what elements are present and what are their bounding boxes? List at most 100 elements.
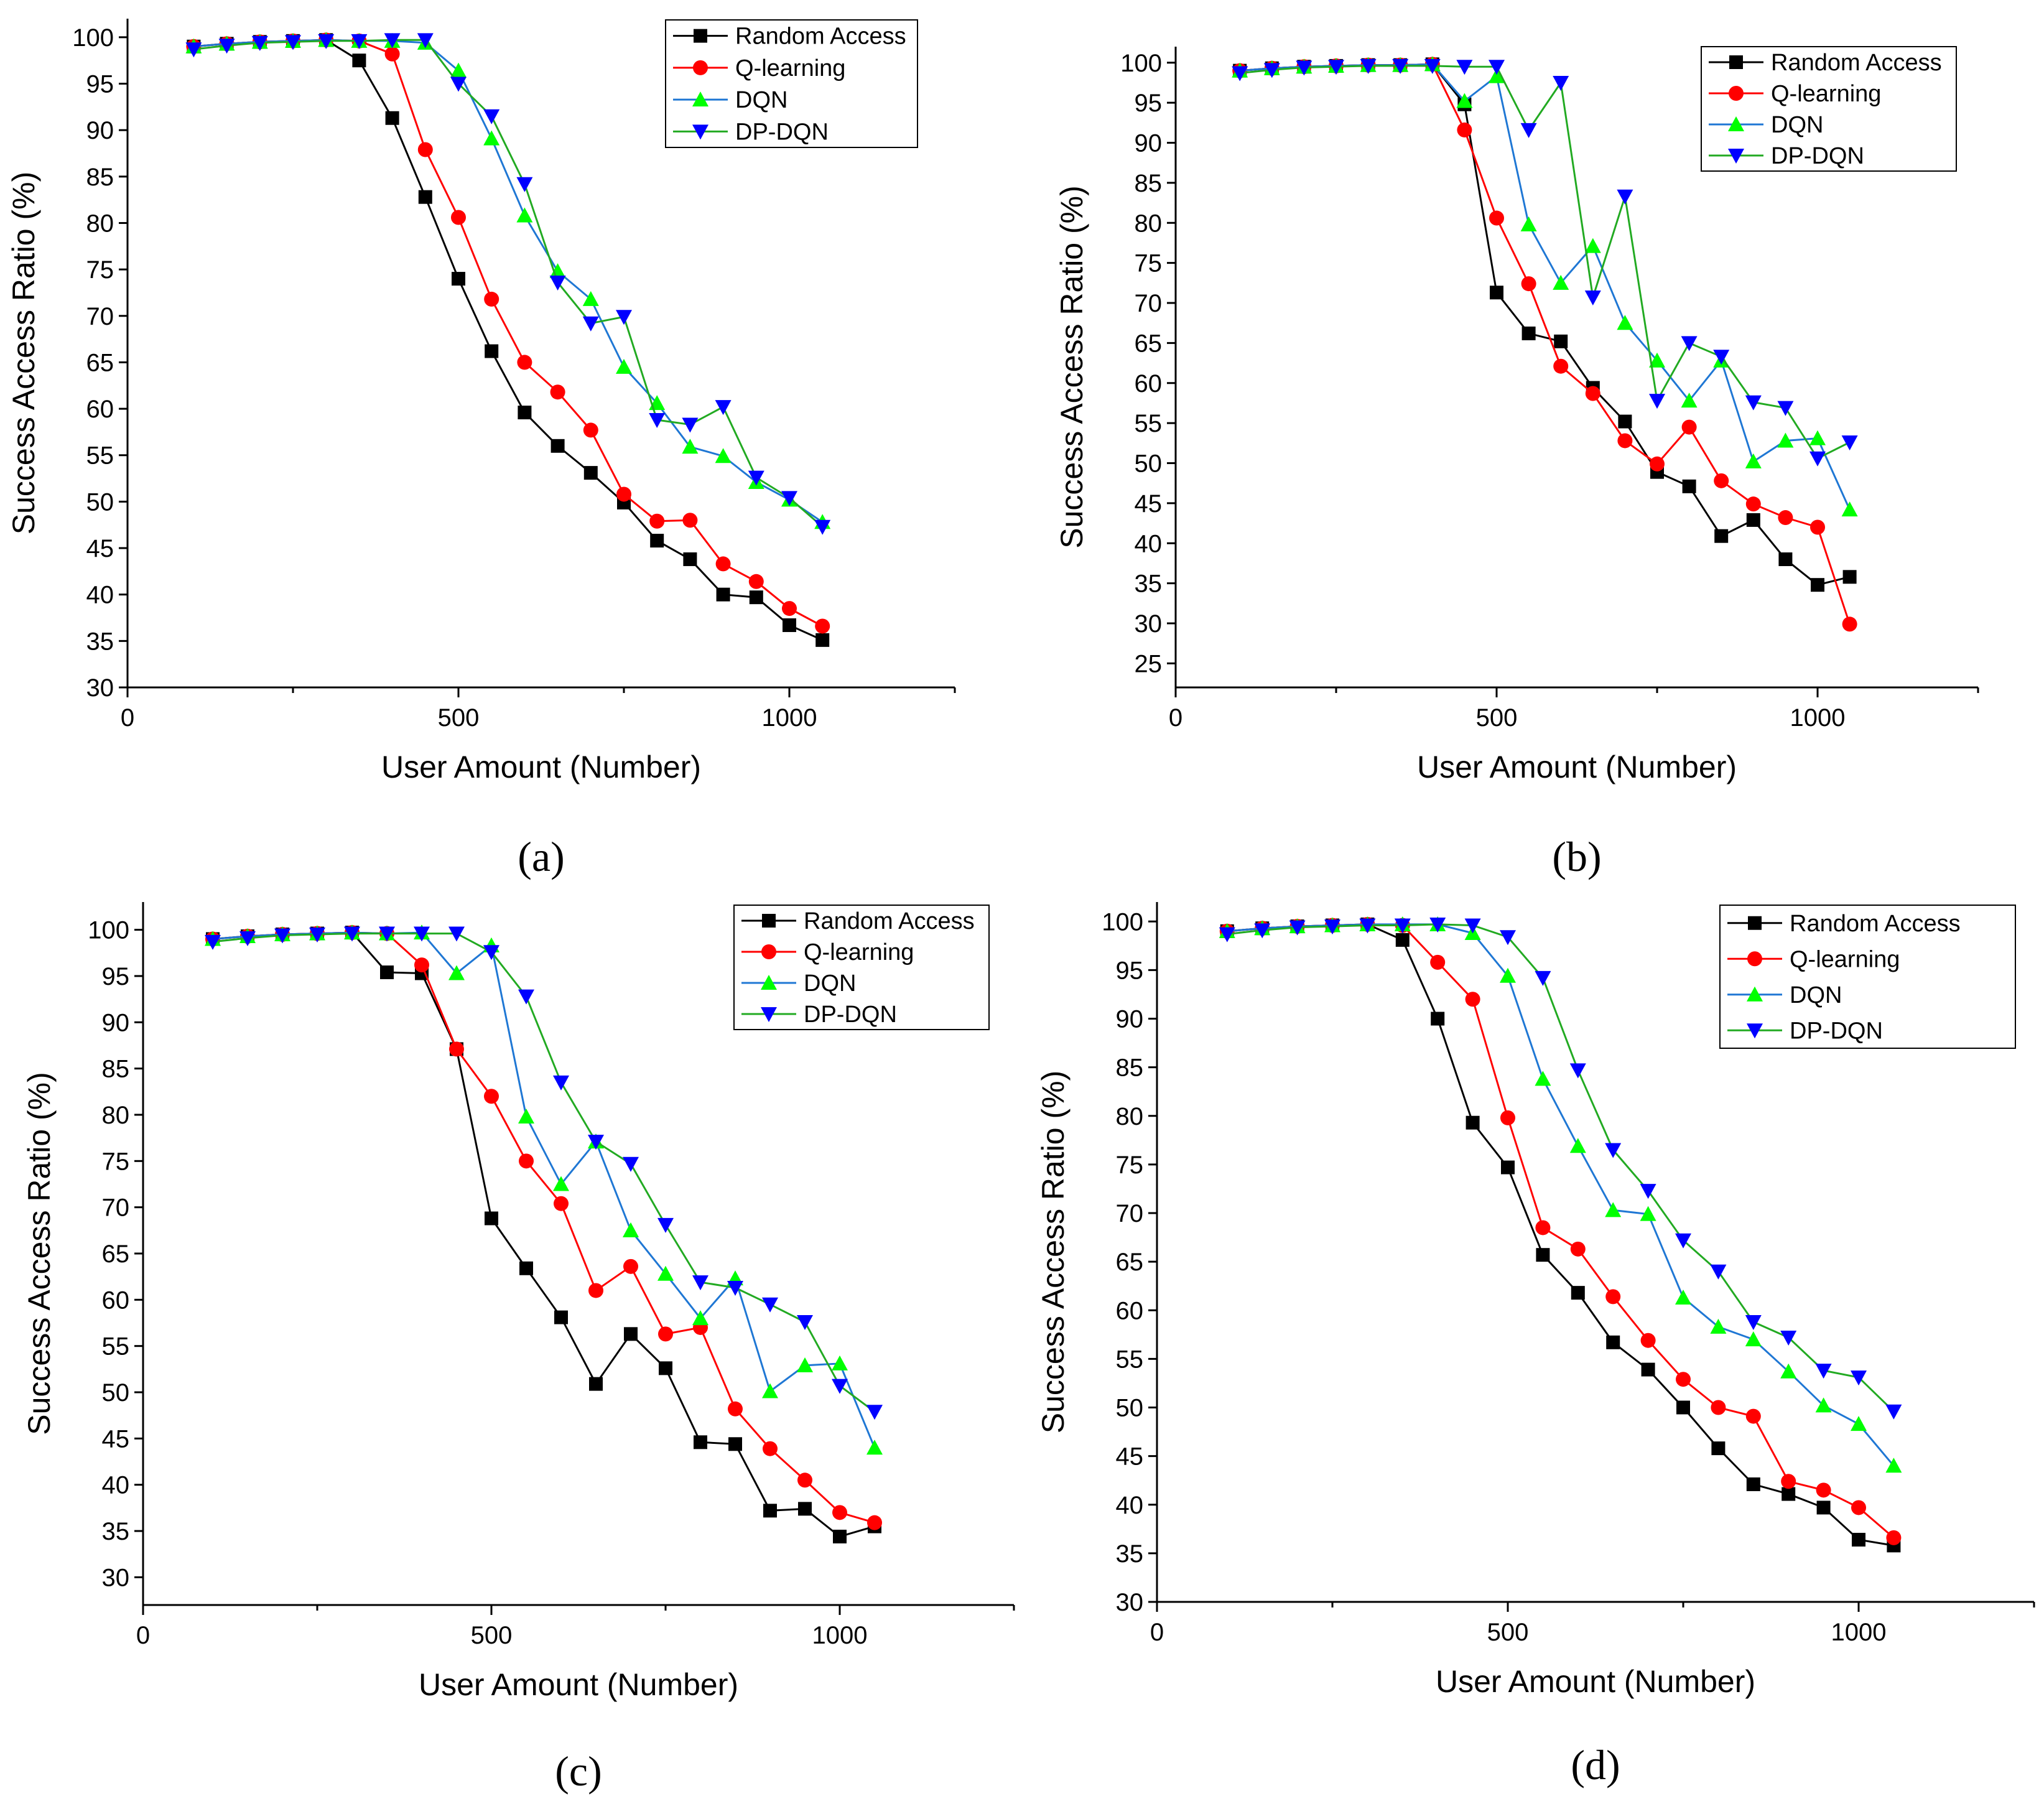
data-point	[1359, 918, 1376, 934]
y-axis-title: Success Access Ratio (%)	[6, 172, 41, 535]
y-tick-label: 75	[86, 256, 114, 284]
y-tick-label: 35	[86, 628, 114, 655]
legend-label: DQN	[1771, 112, 1823, 138]
data-point	[1466, 1115, 1480, 1130]
data-point	[815, 618, 830, 634]
data-point	[1780, 1363, 1797, 1379]
legend-swatch-marker	[761, 975, 777, 990]
data-point	[1490, 286, 1503, 300]
data-point	[1456, 60, 1473, 75]
data-point	[1489, 68, 1505, 83]
y-tick-label: 55	[1116, 1346, 1144, 1373]
data-point	[1465, 992, 1480, 1007]
data-point	[1606, 1335, 1620, 1349]
data-point	[1842, 616, 1857, 632]
x-axis-title: User Amount (Number)	[419, 1667, 738, 1702]
y-tick-label: 50	[1116, 1395, 1144, 1422]
data-point	[1675, 1233, 1691, 1249]
series-dp-dqn	[185, 33, 831, 535]
legend-label: Random Access	[735, 24, 906, 50]
data-point	[1778, 510, 1793, 526]
y-tick-label: 100	[1102, 908, 1143, 936]
data-point	[449, 1041, 464, 1057]
data-point	[1571, 1286, 1585, 1300]
data-point	[1464, 918, 1481, 934]
data-point	[1841, 501, 1858, 517]
legend-swatch-marker	[692, 124, 708, 140]
data-point	[309, 928, 325, 943]
data-point	[1851, 1500, 1866, 1515]
data-point	[782, 601, 797, 616]
data-point	[763, 1441, 778, 1456]
y-tick-label: 45	[102, 1425, 130, 1453]
data-point	[1681, 336, 1698, 351]
data-point	[1780, 1331, 1797, 1346]
legend-label: Random Access	[1790, 911, 1961, 937]
panel-caption: (b)	[1552, 833, 1601, 880]
data-point	[1640, 1184, 1656, 1199]
data-point	[682, 439, 699, 454]
legend-swatch-marker	[1747, 986, 1763, 1002]
data-point	[1746, 513, 1760, 527]
data-point	[814, 519, 831, 535]
data-point	[623, 1258, 638, 1274]
series-line	[1227, 923, 1895, 1467]
data-point	[1745, 496, 1761, 512]
data-point	[658, 1326, 673, 1342]
data-point	[485, 344, 499, 358]
data-point	[516, 207, 533, 223]
y-tick-label: 80	[1135, 210, 1163, 237]
x-tick-label: 0	[136, 1622, 150, 1649]
data-point	[1394, 918, 1411, 934]
data-point	[832, 1505, 847, 1520]
data-point	[450, 77, 467, 92]
legend-label: Q-learning	[735, 55, 845, 81]
data-point	[450, 62, 467, 78]
data-point	[1676, 1400, 1690, 1415]
data-point	[748, 470, 764, 486]
legend: Random Access Q-learning DQN DP-DQN	[665, 19, 918, 148]
data-point	[583, 466, 598, 480]
data-point	[451, 210, 466, 225]
legend-swatch-marker	[762, 914, 776, 928]
legend-label: DP-DQN	[1790, 1018, 1883, 1044]
data-point	[781, 491, 797, 506]
y-tick-label: 85	[86, 164, 114, 191]
data-point	[1810, 519, 1825, 535]
data-point	[1489, 60, 1505, 75]
legend-label: DQN	[804, 970, 856, 997]
data-point	[649, 413, 666, 428]
y-axis-title: Success Access Ratio (%)	[22, 1072, 57, 1435]
data-point	[1745, 395, 1762, 411]
y-tick-label: 90	[102, 1009, 130, 1036]
legend-label: Q-learning	[1771, 81, 1881, 107]
x-tick-label: 0	[121, 704, 134, 732]
legend-label: DQN	[1790, 982, 1842, 1008]
legend-swatch-marker	[761, 944, 776, 959]
data-point	[239, 931, 256, 946]
y-tick-label: 95	[102, 963, 130, 990]
legend-label: DQN	[735, 87, 787, 113]
y-tick-label: 45	[86, 535, 114, 562]
data-point	[1778, 552, 1793, 566]
data-point	[1711, 1400, 1726, 1415]
y-tick-label: 50	[102, 1379, 130, 1407]
y-tick-label: 30	[1135, 610, 1163, 638]
data-point	[683, 552, 697, 566]
data-point	[448, 965, 465, 980]
data-point	[623, 1222, 639, 1237]
data-point	[1710, 1264, 1727, 1280]
data-point	[1713, 350, 1730, 365]
y-tick-label: 40	[86, 582, 114, 609]
y-axis-title: Success Access Ratio (%)	[1054, 185, 1089, 549]
y-tick-label: 35	[1116, 1540, 1144, 1568]
legend-label: Q-learning	[1790, 946, 1900, 972]
panel-caption: (c)	[555, 1747, 602, 1795]
data-point	[1605, 1202, 1622, 1217]
data-point	[583, 422, 598, 438]
y-tick-label: 45	[1116, 1443, 1144, 1471]
data-point	[1842, 570, 1857, 584]
data-point	[1569, 1063, 1586, 1079]
data-point	[484, 1089, 499, 1104]
